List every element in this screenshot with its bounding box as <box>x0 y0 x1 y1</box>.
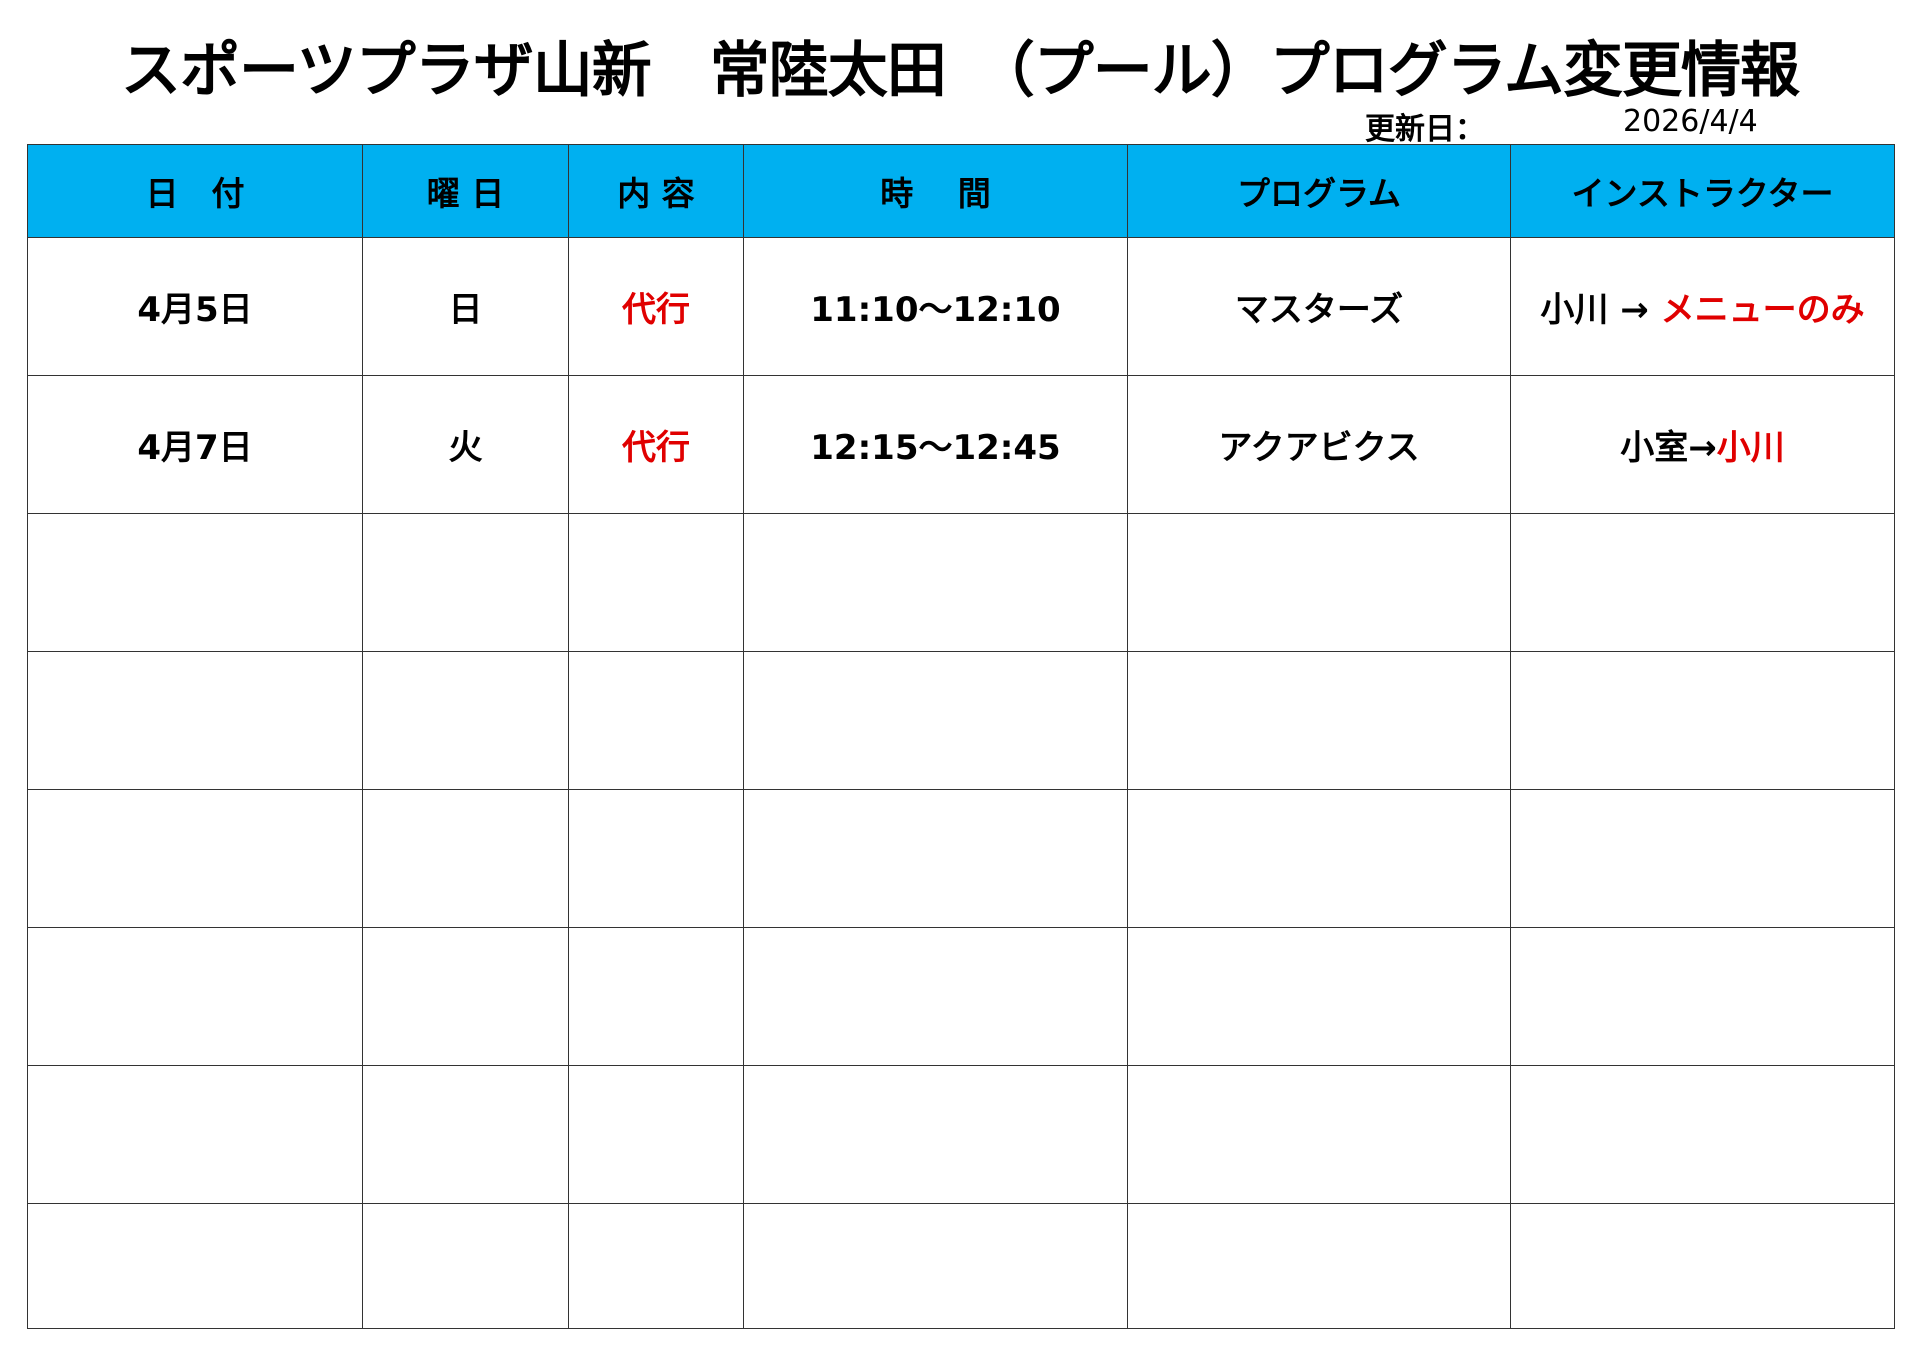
updated-value: 2026/4/4 <box>1623 104 1758 139</box>
header-time: 時 間 <box>743 144 1128 238</box>
empty-cell <box>1127 927 1511 1066</box>
empty-cell <box>743 927 1128 1066</box>
instructor-from: 小室→ <box>1620 428 1717 468</box>
cell-weekday: 火 <box>362 375 569 514</box>
empty-cell <box>743 1065 1128 1204</box>
table-row: 4月7日 火 代行 12:15～12:45 アクアビクス 小室→小川 <box>27 375 1895 514</box>
header-weekday: 曜 日 <box>362 144 569 238</box>
cell-time: 11:10～12:10 <box>743 237 1128 376</box>
empty-cell <box>568 789 744 928</box>
empty-row <box>27 1065 1895 1204</box>
empty-cell <box>1510 1065 1895 1204</box>
cell-instructor: 小川 → メニューのみ <box>1510 237 1895 376</box>
empty-cell <box>362 1065 569 1204</box>
empty-cell <box>27 1203 363 1329</box>
empty-cell <box>1510 1203 1895 1329</box>
empty-cell <box>743 1203 1128 1329</box>
cell-type: 代行 <box>568 375 744 514</box>
updated-label: 更新日： <box>1365 112 1485 147</box>
empty-cell <box>1510 927 1895 1066</box>
empty-row <box>27 651 1895 790</box>
empty-cell <box>27 1065 363 1204</box>
empty-cell <box>743 651 1128 790</box>
empty-cell <box>1510 651 1895 790</box>
cell-program: アクアビクス <box>1127 375 1511 514</box>
header-instructor: インストラクター <box>1510 144 1895 238</box>
empty-cell <box>27 789 363 928</box>
empty-row <box>27 1203 1895 1329</box>
instructor-from: 小川 → <box>1540 290 1661 330</box>
empty-cell <box>743 789 1128 928</box>
cell-program: マスターズ <box>1127 237 1511 376</box>
header-date: 日 付 <box>27 144 363 238</box>
empty-cell <box>1127 1203 1511 1329</box>
empty-cell <box>568 651 744 790</box>
empty-row <box>27 513 1895 652</box>
instructor-to: メニューのみ <box>1660 290 1865 330</box>
empty-cell <box>1127 513 1511 652</box>
cell-type: 代行 <box>568 237 744 376</box>
empty-cell <box>568 927 744 1066</box>
empty-cell <box>743 513 1128 652</box>
empty-cell <box>362 789 569 928</box>
empty-cell <box>1510 513 1895 652</box>
empty-cell <box>1510 789 1895 928</box>
empty-cell <box>568 1203 744 1329</box>
empty-cell <box>362 927 569 1066</box>
header-type: 内 容 <box>568 144 744 238</box>
empty-cell <box>362 513 569 652</box>
cell-instructor: 小室→小川 <box>1510 375 1895 514</box>
empty-cell <box>1127 651 1511 790</box>
schedule-change-table: 日 付 曜 日 内 容 時 間 プログラム インストラクター 4月5日 日 代行… <box>27 144 1895 1329</box>
empty-row <box>27 927 1895 1066</box>
page-title: スポーツプラザ山新 常陸太田 （プール）プログラム変更情報 <box>121 36 1800 106</box>
cell-time: 12:15～12:45 <box>743 375 1128 514</box>
cell-weekday: 日 <box>362 237 569 376</box>
header-program: プログラム <box>1127 144 1511 238</box>
empty-cell <box>27 651 363 790</box>
empty-cell <box>568 1065 744 1204</box>
cell-date: 4月7日 <box>27 375 363 514</box>
cell-date: 4月5日 <box>27 237 363 376</box>
empty-cell <box>27 927 363 1066</box>
instructor-to: 小川 <box>1716 428 1785 468</box>
empty-cell <box>362 1203 569 1329</box>
empty-cell <box>27 513 363 652</box>
empty-cell <box>362 651 569 790</box>
empty-cell <box>568 513 744 652</box>
updated-date: 更新日： 2026/4/4 <box>1365 104 1758 148</box>
table-header-row: 日 付 曜 日 内 容 時 間 プログラム インストラクター <box>27 144 1895 238</box>
table-row: 4月5日 日 代行 11:10～12:10 マスターズ 小川 → メニューのみ <box>27 237 1895 376</box>
empty-cell <box>1127 789 1511 928</box>
empty-cell <box>1127 1065 1511 1204</box>
empty-row <box>27 789 1895 928</box>
